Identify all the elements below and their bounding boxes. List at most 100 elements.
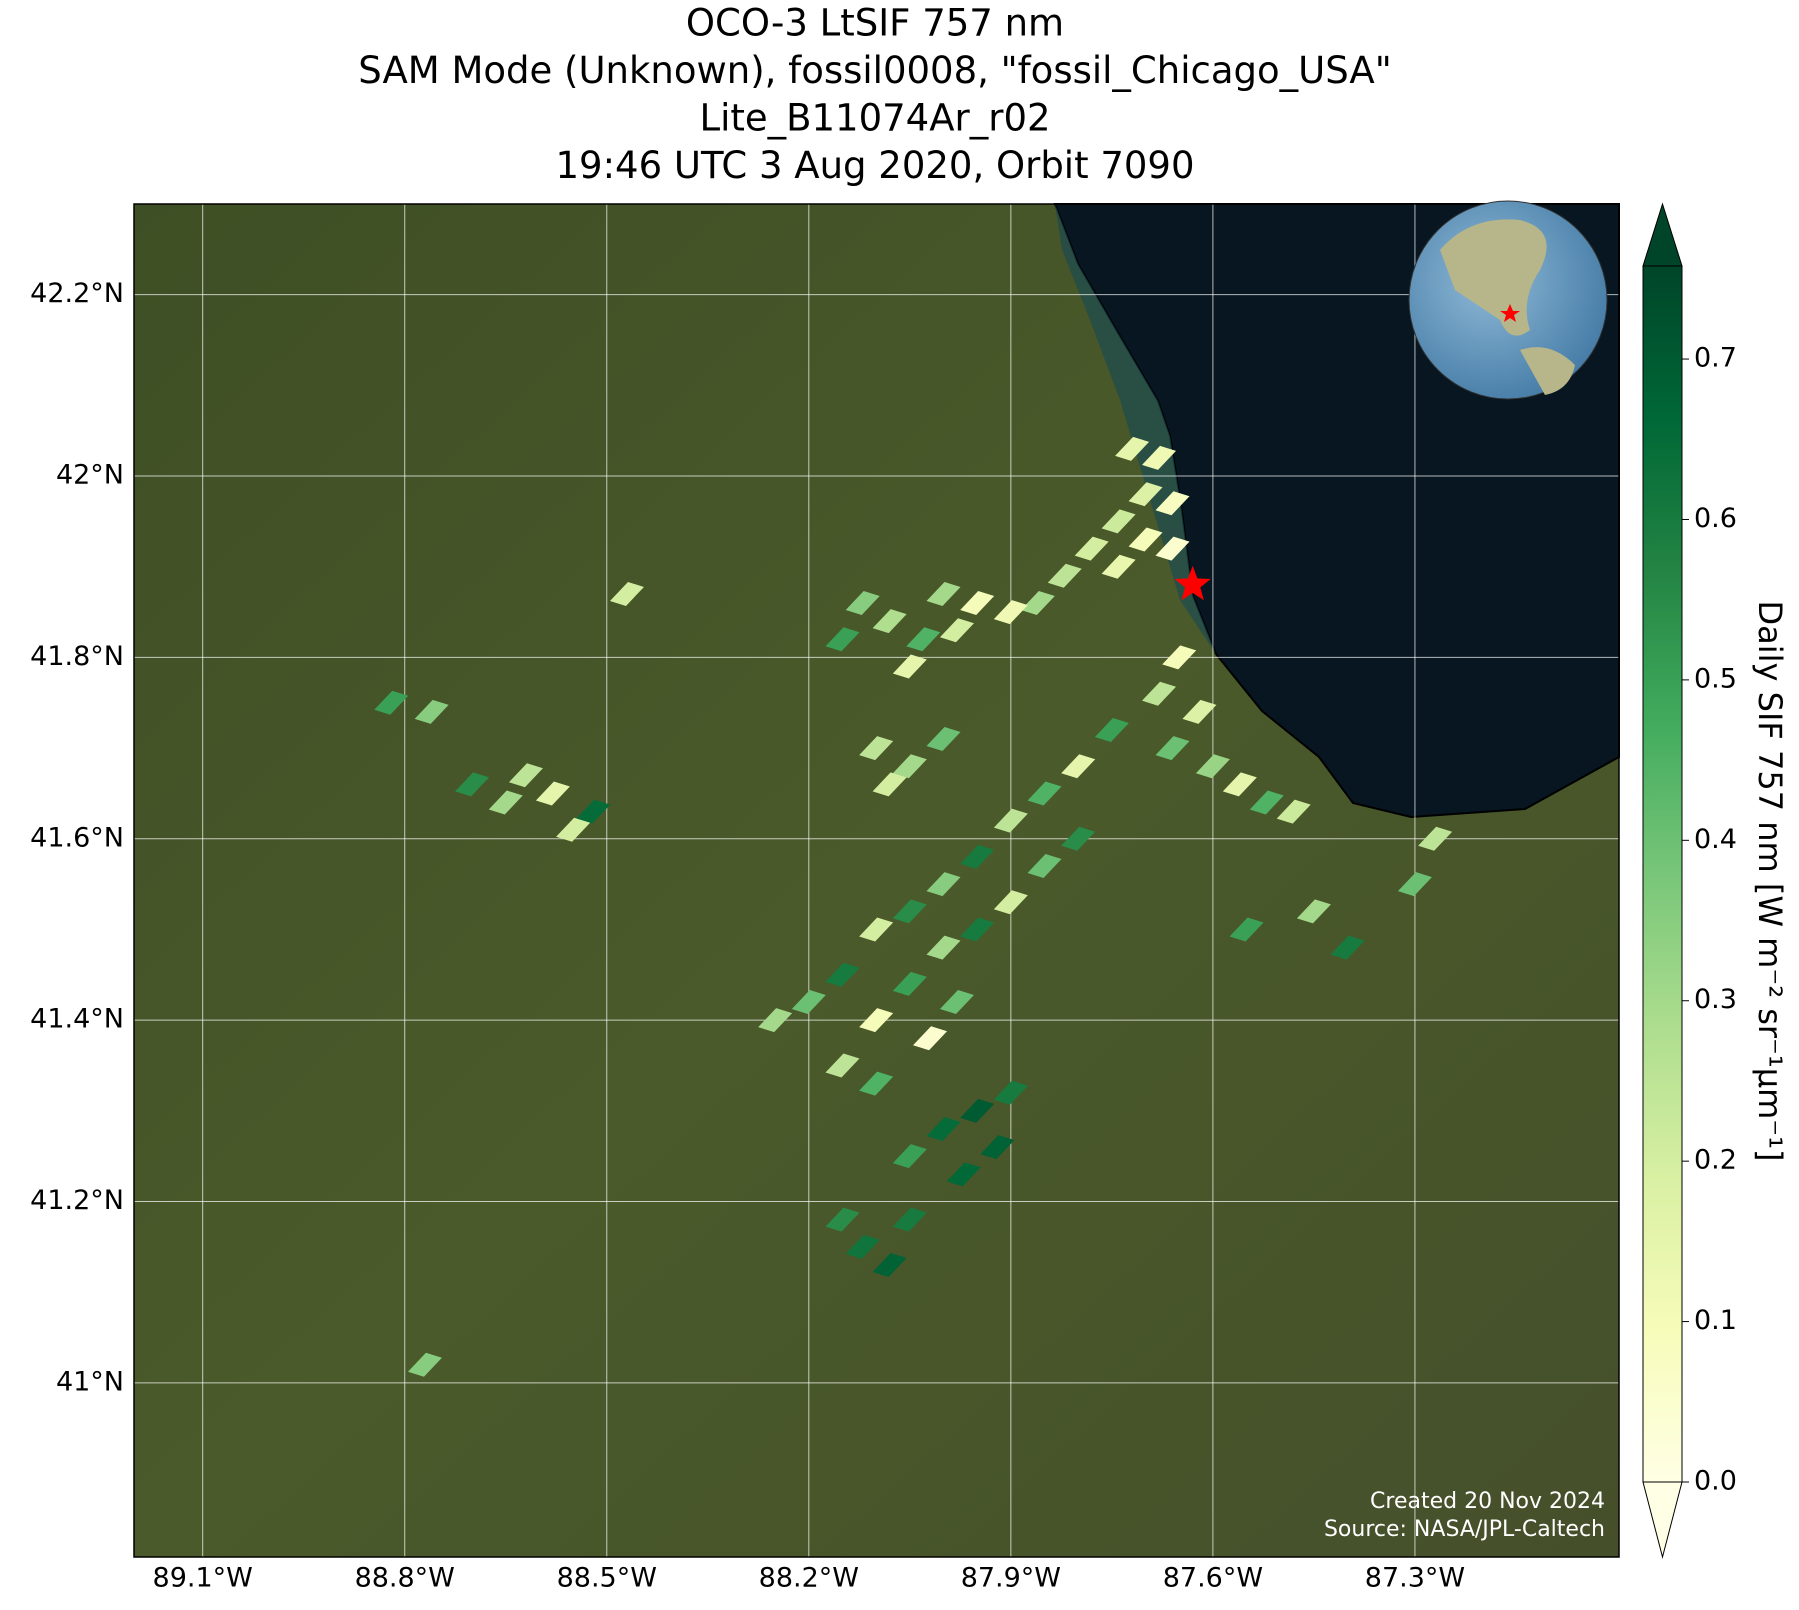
soundings (374, 436, 1453, 1377)
globe-star (1500, 304, 1520, 322)
sif-footprint (960, 844, 995, 869)
sif-footprint (906, 627, 941, 652)
sif-footprint (609, 581, 644, 606)
sif-footprint (1222, 772, 1257, 797)
colorbar-tick-label: 0.2 (1694, 1145, 1737, 1176)
sif-footprint (960, 591, 995, 616)
sif-footprint (892, 899, 927, 924)
sif-footprint (825, 627, 860, 652)
map-frame (133, 203, 1620, 1558)
sif-footprint (1162, 645, 1197, 670)
sif-footprint (556, 817, 591, 842)
sif-footprint (825, 1207, 860, 1232)
colorbar-extend-bottom (1642, 1481, 1683, 1559)
colorbar-frame (1642, 265, 1683, 1483)
sif-footprint (1047, 563, 1082, 588)
target-star (1174, 565, 1211, 601)
sif-footprint (1142, 445, 1177, 470)
sif-footprint (1182, 699, 1217, 724)
sif-footprint (758, 1008, 793, 1033)
sif-footprint (872, 772, 907, 797)
sif-footprint (1027, 781, 1062, 806)
sif-footprint (993, 808, 1028, 833)
sif-footprint (825, 962, 860, 987)
sif-footprint (960, 1098, 995, 1123)
sif-footprint (1128, 527, 1163, 552)
x-tick-label: 89.1°W (153, 1563, 253, 1594)
sif-footprint (845, 1234, 880, 1259)
sif-footprint (939, 618, 974, 643)
colorbar-tick-label: 0.5 (1694, 663, 1737, 694)
sif-footprint (859, 1071, 894, 1096)
sif-footprint (1074, 536, 1109, 561)
colorbar-tick-label: 0.0 (1694, 1466, 1737, 1497)
title-line: SAM Mode (Unknown), fossil0008, "fossil_… (358, 49, 1391, 92)
sif-footprint (1296, 899, 1331, 924)
x-tick-label: 88.8°W (355, 1563, 455, 1594)
x-tick-label: 88.5°W (557, 1563, 657, 1594)
sif-footprint (926, 1116, 961, 1141)
sif-footprint (825, 1053, 860, 1078)
sif-footprint (1115, 436, 1150, 461)
y-tick-label: 41.2°N (30, 1185, 124, 1216)
sif-footprint (455, 772, 490, 797)
sif-footprint (1101, 554, 1136, 579)
sif-footprint (926, 581, 961, 606)
sif-footprint (414, 699, 449, 724)
sif-footprint (1020, 591, 1055, 616)
sif-footprint (960, 917, 995, 942)
colorbar-tick-label: 0.7 (1694, 343, 1737, 374)
sif-footprint (1330, 935, 1365, 960)
sif-footprint (508, 763, 543, 788)
sif-footprint (926, 727, 961, 752)
sif-footprint (1027, 853, 1062, 878)
sif-footprint (892, 1207, 927, 1232)
sif-footprint (1061, 754, 1096, 779)
sif-footprint (892, 754, 927, 779)
y-tick-label: 42°N (56, 460, 124, 491)
sif-footprint (1276, 799, 1311, 824)
sif-footprint (1061, 826, 1096, 851)
sif-footprint (859, 1008, 894, 1033)
sif-footprint (1128, 482, 1163, 507)
colorbar-label: Daily SIF 757 nm [W m⁻² sr⁻¹μm⁻¹] (1751, 601, 1789, 1162)
x-tick-label: 87.9°W (961, 1563, 1061, 1594)
sif-footprint (872, 609, 907, 634)
y-tick-label: 41.6°N (30, 822, 124, 853)
sif-footprint (926, 935, 961, 960)
sif-footprint (1249, 790, 1284, 815)
sif-footprint (980, 1135, 1015, 1160)
x-tick-label: 87.3°W (1365, 1563, 1465, 1594)
y-tick-label: 41°N (56, 1366, 124, 1397)
sif-footprint (1418, 826, 1453, 851)
sif-footprint (374, 690, 409, 715)
credit: Created 20 Nov 2024 (1370, 1489, 1605, 1514)
sif-footprint (576, 799, 611, 824)
sif-footprint (913, 1026, 948, 1051)
sif-footprint (993, 1080, 1028, 1105)
sif-footprint (1195, 754, 1230, 779)
globe-inset (1408, 200, 1608, 400)
sif-footprint (1155, 736, 1190, 761)
sif-footprint (1155, 536, 1190, 561)
sif-footprint (939, 990, 974, 1015)
sif-footprint (1397, 872, 1432, 897)
title-line: OCO-3 LtSIF 757 nm (686, 2, 1064, 45)
colorbar-extend-top (1642, 202, 1683, 267)
south-america (1520, 347, 1575, 395)
sif-footprint (859, 917, 894, 942)
y-tick-label: 41.8°N (30, 641, 124, 672)
sif-footprint (1142, 681, 1177, 706)
title-line: 19:46 UTC 3 Aug 2020, Orbit 7090 (555, 144, 1194, 187)
sif-footprint (845, 591, 880, 616)
sif-footprint (892, 654, 927, 679)
y-tick-label: 41.4°N (30, 1004, 124, 1035)
sif-footprint (946, 1162, 981, 1187)
colorbar-tick-label: 0.3 (1694, 984, 1737, 1015)
title-line: Lite_B11074Ar_r02 (699, 97, 1050, 140)
colorbar-body (1643, 266, 1682, 1482)
sif-footprint (535, 781, 570, 806)
sif-footprint (1094, 717, 1129, 742)
north-america (1440, 219, 1547, 336)
sif-footprint (1101, 509, 1136, 534)
